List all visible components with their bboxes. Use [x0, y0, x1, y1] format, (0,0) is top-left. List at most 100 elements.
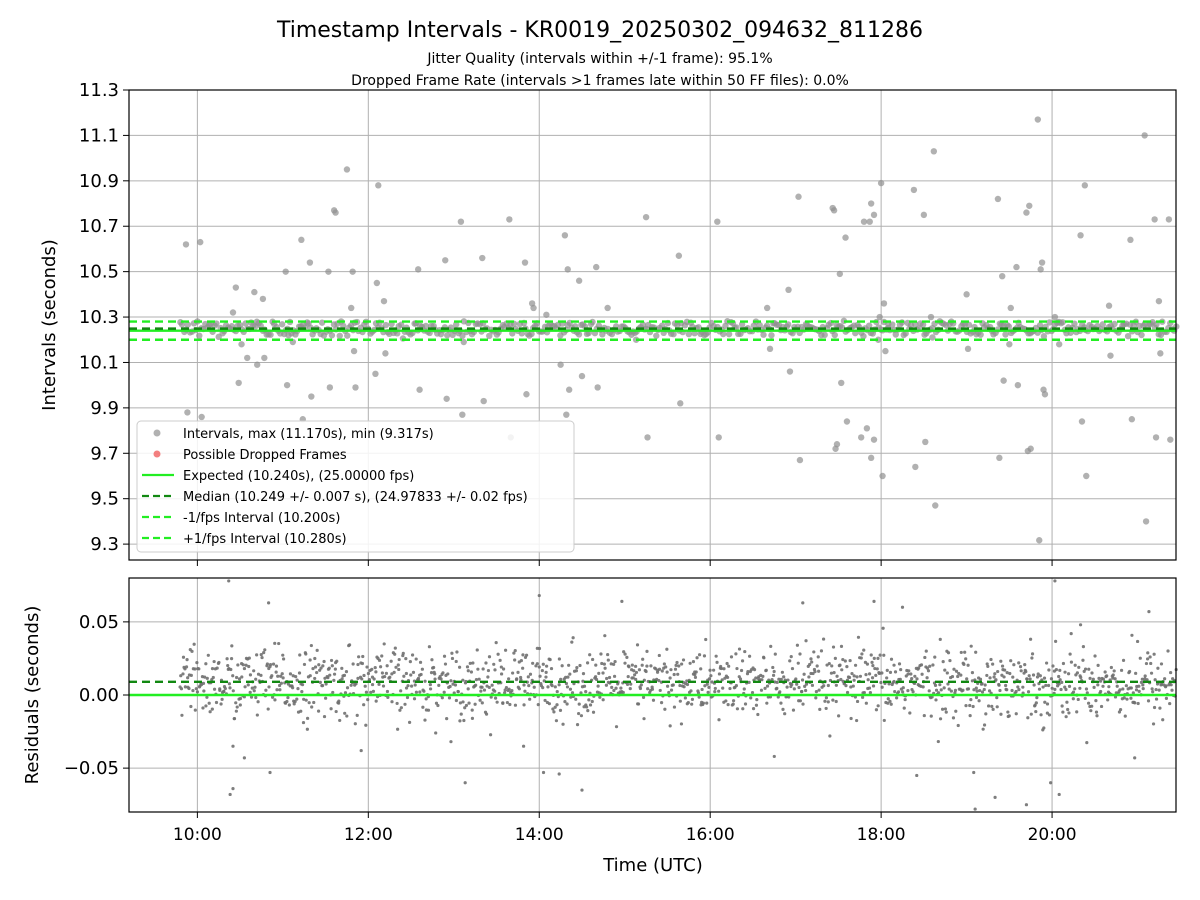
residuals-point [785, 685, 789, 689]
residuals-point [194, 687, 198, 691]
residuals-point [234, 709, 238, 713]
intervals-point [785, 286, 792, 294]
residuals-point [831, 698, 835, 702]
residuals-point [800, 689, 804, 694]
residuals-point [594, 677, 599, 682]
residuals-point [977, 699, 981, 703]
residuals-point [1045, 711, 1049, 715]
residuals-point [867, 672, 872, 676]
residuals-point [772, 754, 776, 759]
residuals-point [260, 655, 264, 660]
intervals-point [416, 386, 423, 393]
residuals-point [866, 678, 870, 682]
residuals-point [1021, 685, 1025, 689]
residuals-point [535, 662, 539, 666]
residuals-point [407, 720, 412, 724]
residuals-point [337, 699, 341, 703]
residuals-point [1060, 680, 1064, 684]
residuals-point [550, 684, 554, 688]
residuals-point [961, 688, 965, 692]
residuals-point [948, 658, 952, 663]
intervals-point [182, 241, 190, 248]
residuals-point [499, 665, 503, 669]
residuals-point [898, 677, 902, 681]
residuals-point [755, 698, 759, 702]
residuals-point [324, 682, 328, 686]
residuals-point [788, 659, 792, 663]
residuals-point [227, 579, 231, 583]
residuals-point [959, 650, 963, 655]
residuals-point [675, 660, 679, 665]
intervals-point [530, 304, 537, 312]
residuals-point [630, 663, 634, 667]
residuals-point [183, 685, 187, 689]
residuals-point [598, 695, 602, 699]
residuals-point [450, 656, 455, 661]
residuals-point [678, 683, 682, 688]
residuals-point [568, 687, 573, 691]
residuals-point [202, 689, 206, 693]
residuals-point [1133, 756, 1137, 760]
residuals-point [809, 657, 813, 661]
residuals-point [449, 679, 453, 683]
residuals-point [281, 676, 285, 680]
residuals-point [888, 670, 893, 674]
residuals-point [892, 663, 896, 667]
intervals-point [866, 218, 873, 225]
residuals-point [428, 687, 433, 691]
residuals-point [373, 666, 377, 670]
intervals-point [965, 321, 973, 329]
residuals-point [771, 673, 776, 677]
residuals-point [847, 675, 852, 680]
residuals-point [451, 682, 455, 686]
residuals-point [1000, 673, 1004, 677]
residuals-point [1099, 689, 1103, 694]
residuals-point [230, 644, 234, 648]
residuals-point [1134, 671, 1138, 675]
residuals-point [473, 702, 477, 706]
residuals-point [471, 661, 475, 665]
residuals-point [646, 687, 650, 691]
residuals-point [222, 689, 226, 694]
residuals-point [902, 706, 906, 710]
intervals-point [927, 313, 935, 321]
residuals-point [614, 725, 619, 729]
residuals-point [620, 599, 624, 604]
intervals-point [922, 438, 929, 446]
intervals-point [786, 368, 794, 375]
residuals-point [286, 696, 290, 700]
residuals-point [623, 661, 627, 665]
residuals-point [487, 685, 491, 690]
intervals-point [1083, 472, 1090, 480]
legend-marker-intervals [153, 429, 161, 437]
intervals-point [563, 411, 570, 418]
residuals-point [625, 682, 630, 686]
residuals-point [735, 707, 740, 711]
intervals-point [564, 266, 571, 273]
residuals-point [585, 705, 589, 709]
residuals-point [507, 687, 511, 691]
residuals-point [229, 667, 233, 672]
intervals-point [857, 434, 865, 441]
residuals-point [934, 698, 938, 702]
residuals-point [612, 662, 616, 666]
residuals-point [1019, 669, 1023, 673]
residuals-point [1037, 687, 1042, 691]
residuals-point [1157, 688, 1161, 692]
residuals-point [649, 664, 653, 668]
intervals-point [283, 381, 291, 389]
legend-label-plus-fps: +1/fps Interval (10.280s) [183, 532, 347, 547]
residuals-point [259, 652, 263, 657]
residuals-point [1079, 675, 1083, 680]
residuals-point [322, 659, 326, 664]
intervals-point [860, 218, 868, 225]
residuals-point [1092, 685, 1096, 689]
residuals-point [211, 675, 215, 680]
residuals-point [355, 713, 359, 717]
residuals-point [695, 656, 699, 660]
residuals-point [467, 701, 471, 705]
residuals-point [1169, 670, 1173, 675]
residuals-point [610, 685, 614, 689]
intervals-point [382, 350, 389, 357]
intervals-point [877, 179, 885, 187]
